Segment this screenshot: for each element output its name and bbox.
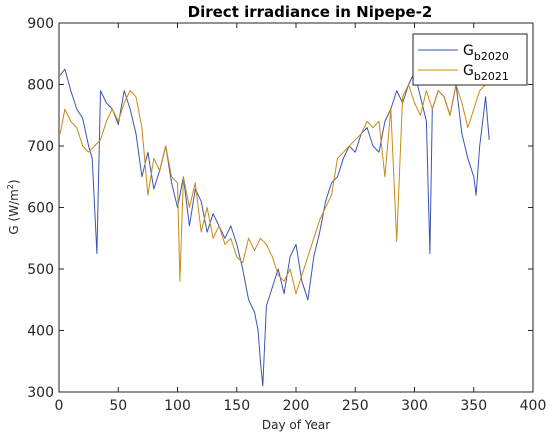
x-axis-label: Day of Year: [262, 418, 330, 432]
legend-label-0-base: G: [463, 43, 474, 59]
legend-label-series-0: Gb2020: [463, 43, 509, 63]
ticks-layer: 0 50 100 150 200 250 300 350 400 300 400 500 600 700 8…: [27, 16, 546, 414]
chart-title: Direct irradiance in Nipepe-2: [188, 3, 433, 21]
y-axis-label: G (W/m2): [6, 179, 21, 234]
x-tick-label-4: 200: [283, 398, 310, 414]
y-tick-label-0: 300: [27, 385, 54, 401]
x-tick-label-0: 0: [55, 398, 64, 414]
x-tick-label-6: 300: [401, 398, 428, 414]
y-axis-label-end: ): [7, 179, 21, 184]
y-tick-label-5: 800: [27, 78, 54, 94]
x-tick-label-8: 400: [520, 398, 547, 414]
x-tick-label-2: 100: [164, 398, 191, 414]
y-tick-label-3: 600: [27, 201, 54, 217]
y-tick-label-6: 900: [27, 16, 54, 32]
legend-box: [412, 33, 528, 86]
y-tick-label-4: 700: [27, 139, 54, 155]
y-tick-label-2: 500: [27, 262, 54, 278]
x-tick-label-7: 350: [460, 398, 487, 414]
x-tick-label-3: 150: [223, 398, 250, 414]
x-tick-label-1: 50: [109, 398, 127, 414]
y-axis-label-sup: 2: [6, 184, 15, 189]
legend-label-series-1: Gb2021: [463, 63, 509, 83]
series-line-0: [59, 68, 490, 387]
y-axis-label-base: G (W/m: [7, 189, 21, 234]
y-tick-label-1: 400: [27, 324, 54, 340]
legend-label-1-base: G: [463, 63, 474, 79]
legend-label-0-sub: b2020: [474, 50, 509, 63]
series-line-1: [59, 84, 486, 295]
series-layer: [59, 68, 490, 387]
x-tick-label-5: 250: [342, 398, 369, 414]
legend: Gb2020 Gb2021: [412, 33, 528, 86]
legend-label-1-sub: b2021: [474, 70, 509, 83]
